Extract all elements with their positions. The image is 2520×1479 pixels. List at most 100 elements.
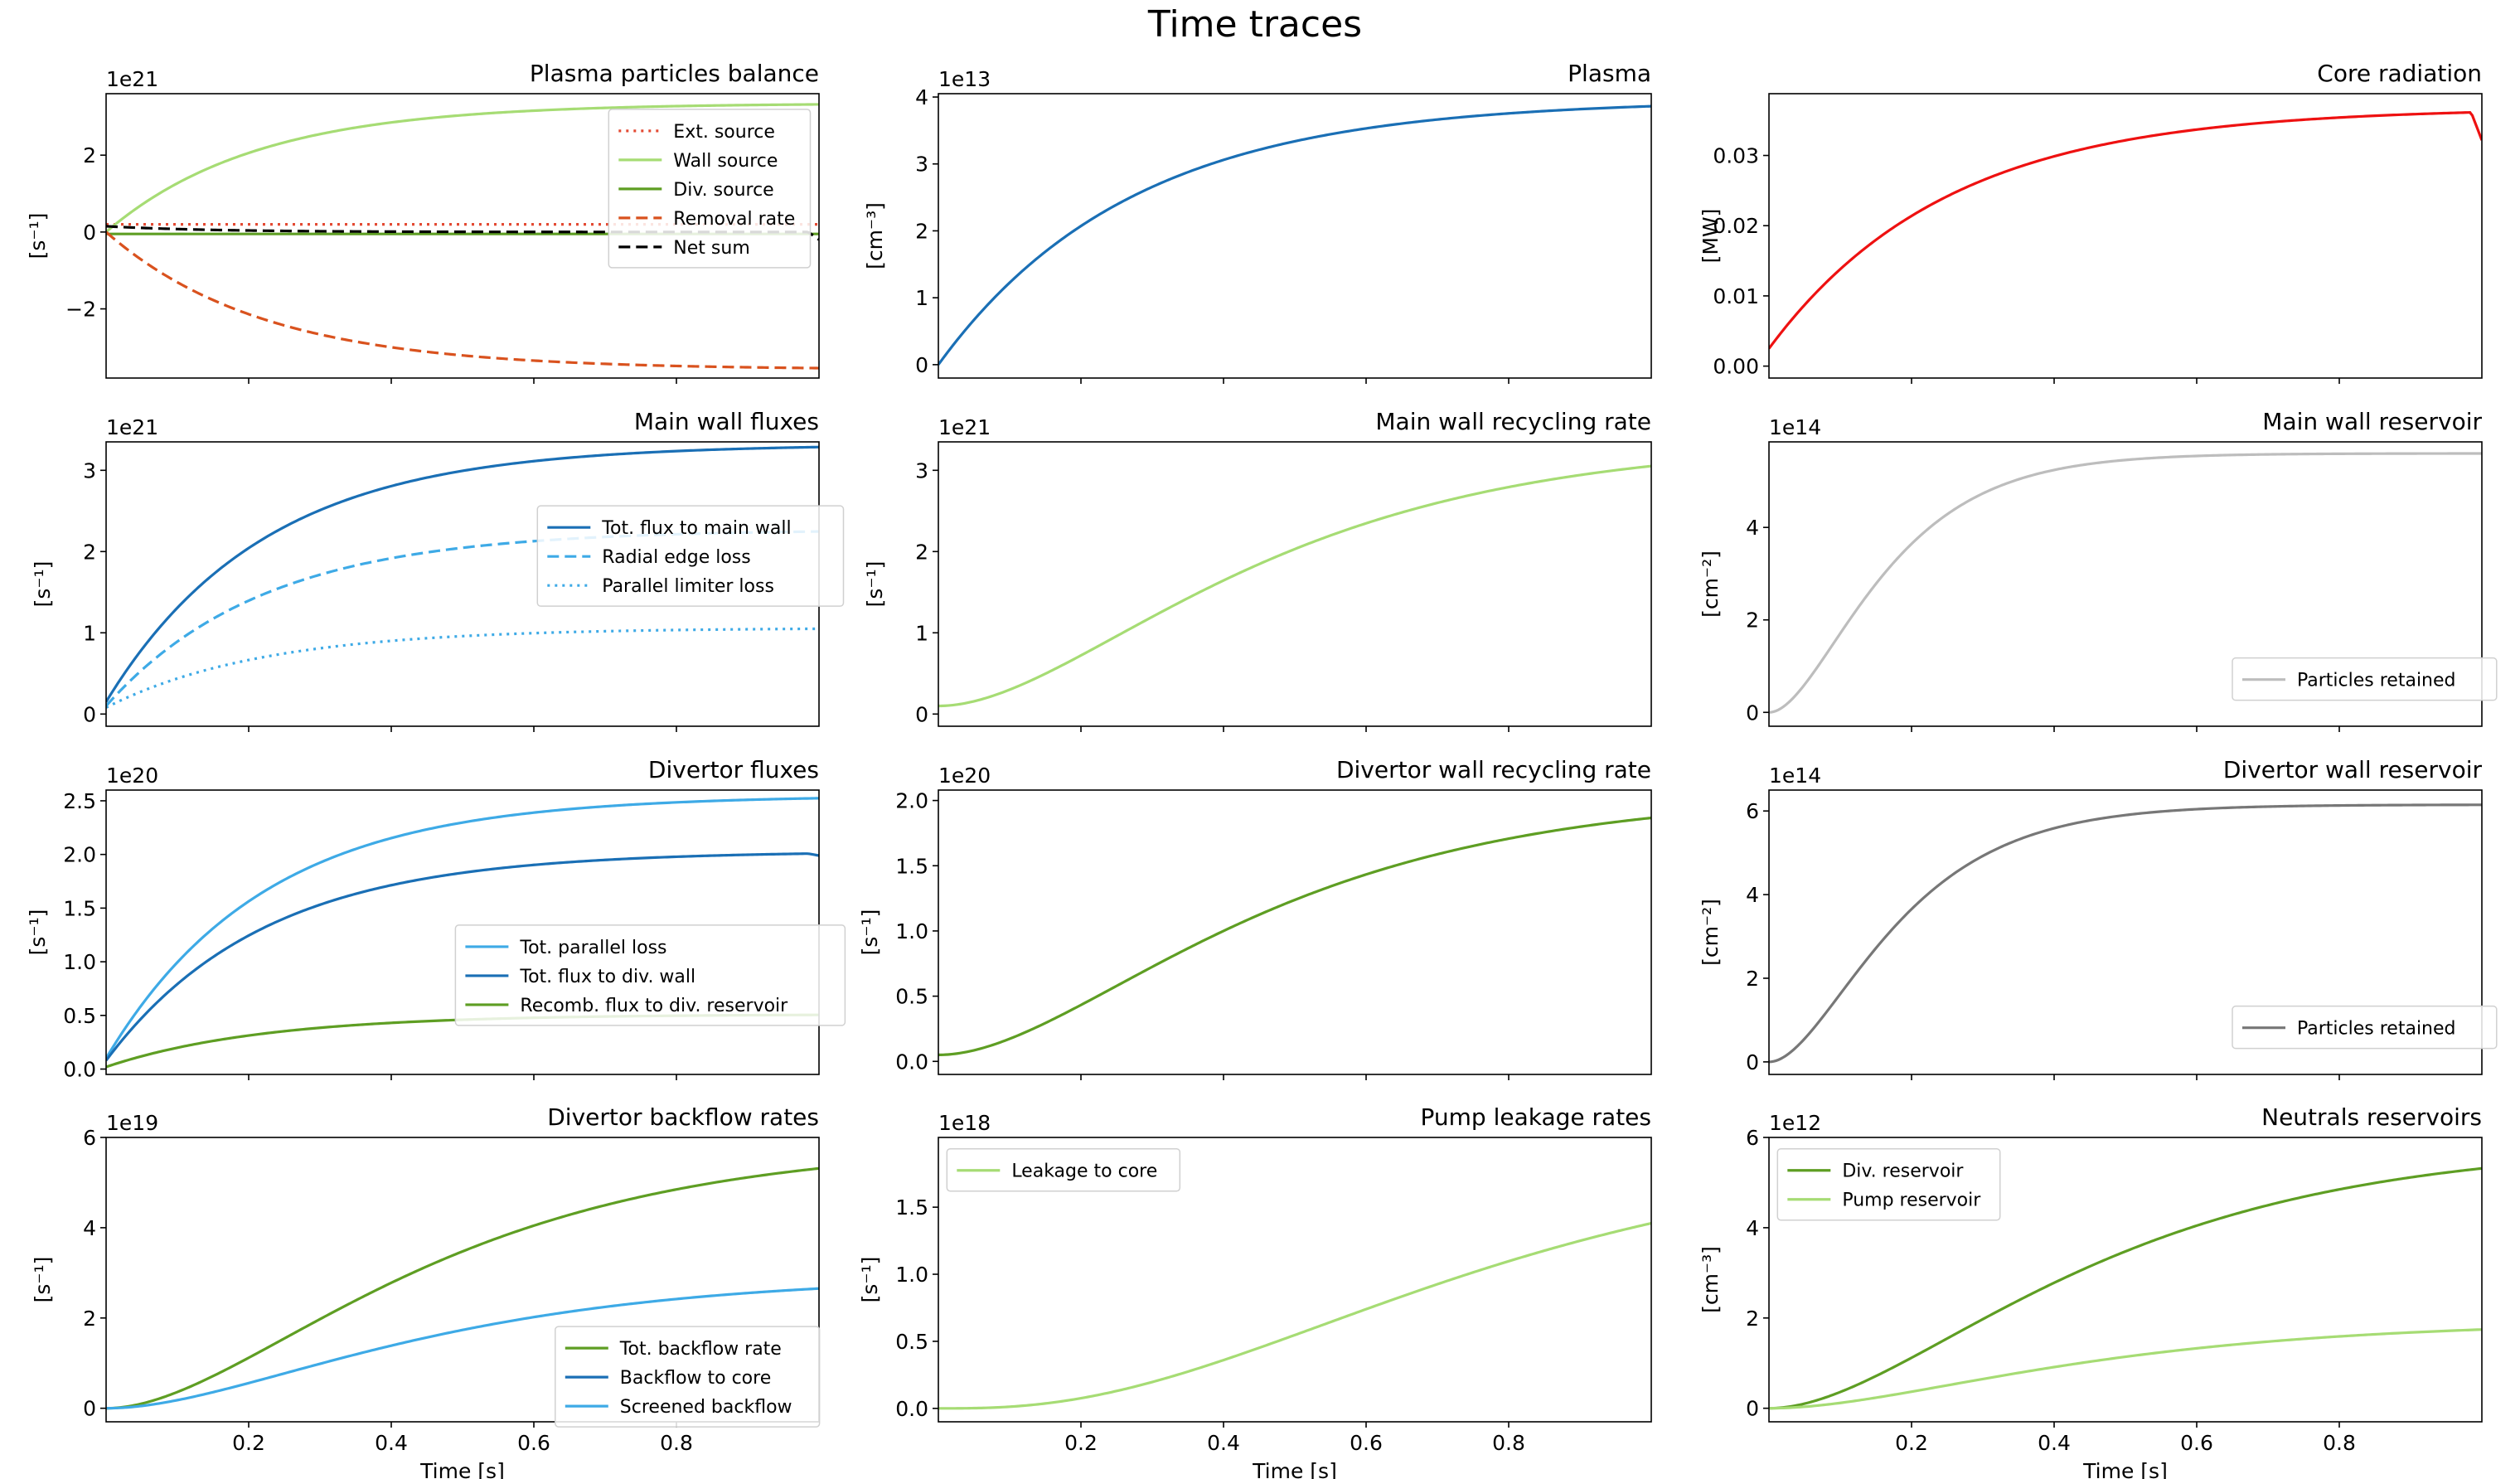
legend: Leakage to core — [946, 1147, 1181, 1192]
y-tick-label: 2 — [83, 143, 96, 167]
legend-label: Ext. source — [673, 122, 775, 143]
panel-title: Divertor fluxes — [648, 756, 819, 783]
y-tick-label: 0.5 — [63, 1004, 96, 1028]
y-tick-label: 1.0 — [63, 950, 96, 974]
y-tick-label: 0 — [915, 353, 928, 377]
legend-label: Screened backflow — [620, 1397, 792, 1418]
legend-box — [536, 505, 845, 607]
y-tick-label: 0.0 — [895, 1397, 928, 1421]
x-tick-label: 0.6 — [2180, 1431, 2213, 1455]
axis-offset-text: 1e14 — [1769, 415, 1821, 439]
axis-offset-text: 1e20 — [106, 764, 158, 788]
y-tick-label: 0.01 — [1713, 284, 1759, 308]
axis-offset-text: 1e21 — [106, 67, 158, 91]
legend-label: Div. source — [673, 180, 773, 201]
x-tick-label: 0.8 — [2323, 1431, 2356, 1455]
legend-label: Leakage to core — [1011, 1161, 1157, 1182]
x-tick-label: 0.6 — [1350, 1431, 1383, 1455]
legend: Particles retained — [2232, 1005, 2498, 1050]
x-tick-label: 0.4 — [1207, 1431, 1240, 1455]
y-tick-label: 1.0 — [895, 919, 928, 943]
legend-label: Removal rate — [673, 209, 795, 230]
y-axis-label: [cm⁻³] — [1699, 1246, 1723, 1313]
y-tick-label: 2 — [1746, 609, 1759, 633]
y-axis-label: [cm⁻²] — [1699, 899, 1723, 966]
legend-label: Recomb. flux to div. reservoir — [520, 996, 788, 1016]
x-tick-label: 0.6 — [517, 1431, 550, 1455]
legend-label: Particles retained — [2297, 1019, 2456, 1040]
legend-box — [608, 109, 812, 269]
legend-box — [2232, 657, 2498, 701]
y-axis-label: [s⁻¹] — [26, 213, 50, 259]
y-tick-label: 2 — [915, 219, 928, 243]
y-axis-label: [cm⁻²] — [1699, 550, 1723, 618]
legend-label: Particles retained — [2297, 671, 2456, 691]
y-tick-label: 2 — [1746, 967, 1759, 991]
y-axis-label: [s⁻¹] — [858, 909, 882, 956]
y-tick-label: 0.00 — [1713, 355, 1759, 379]
y-axis-label: [s⁻¹] — [26, 909, 50, 956]
y-tick-label: 0 — [1746, 1397, 1759, 1421]
y-tick-label: 2.0 — [63, 843, 96, 867]
y-tick-label: 4 — [1746, 883, 1759, 907]
panel-title: Core radiation — [2317, 60, 2482, 87]
chart-panel-pump-leakage-rates: 0.0 0.5 1.0 1.5 0.2 0.4 0.6 0.8 Pump leakage rat… — [858, 1103, 1652, 1479]
plot-frame — [938, 789, 1652, 1075]
axis-offset-text: 1e18 — [938, 1111, 991, 1135]
panel-title: Plasma — [1568, 60, 1651, 87]
panel-title: Main wall fluxes — [634, 408, 819, 435]
x-axis-label: Time [s] — [2082, 1459, 2168, 1479]
y-axis-label: [s⁻¹] — [858, 1257, 882, 1303]
chart-panel-divertor-wall-recycling-rate: 0.0 0.5 1.0 1.5 2.0 Divertor wall recycling r… — [858, 756, 1652, 1080]
series-line-pump-reservoir — [1769, 1328, 2482, 1410]
legend-label: Tot. flux to div. wall — [519, 967, 695, 987]
y-axis-label: [cm⁻³] — [863, 202, 887, 269]
legend-label: Tot. flux to main wall — [601, 518, 791, 539]
x-tick-label: 0.4 — [2038, 1431, 2071, 1455]
series-line-plasma — [938, 104, 1651, 366]
legend: Div. reservoir Pump reservoir — [1776, 1147, 2001, 1221]
y-tick-label: 0 — [1746, 1050, 1759, 1074]
y-tick-label: 0 — [1746, 701, 1759, 725]
y-tick-label: 0.0 — [895, 1050, 928, 1074]
y-tick-label: 1.0 — [895, 1263, 928, 1287]
x-axis-label: Time [s] — [1252, 1459, 1337, 1479]
legend-label: Net sum — [673, 238, 749, 259]
y-tick-label: 4 — [1746, 1216, 1759, 1240]
series-line-tot-flux-to-div-wall — [106, 852, 819, 1062]
series-line-parallel-limiter-loss — [106, 627, 819, 709]
y-tick-label: 0.0 — [63, 1058, 96, 1082]
y-tick-label: 3 — [915, 458, 928, 482]
y-axis-label: [s⁻¹] — [31, 1257, 55, 1303]
y-tick-label: −2 — [65, 298, 96, 322]
plot-frame — [1768, 93, 2483, 379]
axis-offset-text: 1e19 — [106, 1111, 158, 1135]
panel-title: Main wall recycling rate — [1375, 408, 1651, 435]
panel-title: Main wall reservoir — [2262, 408, 2482, 435]
y-axis-label: [s⁻¹] — [31, 561, 55, 608]
y-tick-label: 1.5 — [895, 854, 928, 878]
series-line-tot-parallel-loss — [106, 797, 819, 1060]
y-tick-label: 2 — [1746, 1307, 1759, 1331]
legend-label: Wall source — [673, 151, 778, 172]
y-tick-label: 1.5 — [63, 896, 96, 920]
y-tick-label: 2.5 — [63, 789, 96, 813]
y-tick-label: 3 — [915, 153, 928, 177]
legend-box — [946, 1147, 1181, 1192]
legend-box — [555, 1326, 821, 1428]
y-tick-label: 4 — [915, 85, 928, 109]
y-tick-label: 0.5 — [895, 985, 928, 1009]
chart-panel-plasma-particles-balance: −2 0 2 Plasma particles balance 1e21 [s⁻¹] Ext… — [26, 60, 820, 384]
x-tick-label: 0.4 — [375, 1431, 408, 1455]
y-tick-label: 0.02 — [1713, 214, 1759, 238]
y-tick-label: 0 — [915, 702, 928, 726]
plot-frame — [938, 441, 1652, 727]
legend: Particles retained — [2232, 657, 2498, 701]
y-tick-label: 0.5 — [895, 1330, 928, 1354]
y-tick-label: 0 — [83, 221, 96, 245]
x-axis-label: Time [s] — [419, 1459, 505, 1479]
series-line-removal-rate — [106, 230, 819, 370]
series-line-main-wall-recycling-rate — [938, 464, 1651, 708]
panel-title: Pump leakage rates — [1421, 1103, 1652, 1131]
axis-offset-text: 1e14 — [1769, 764, 1821, 788]
